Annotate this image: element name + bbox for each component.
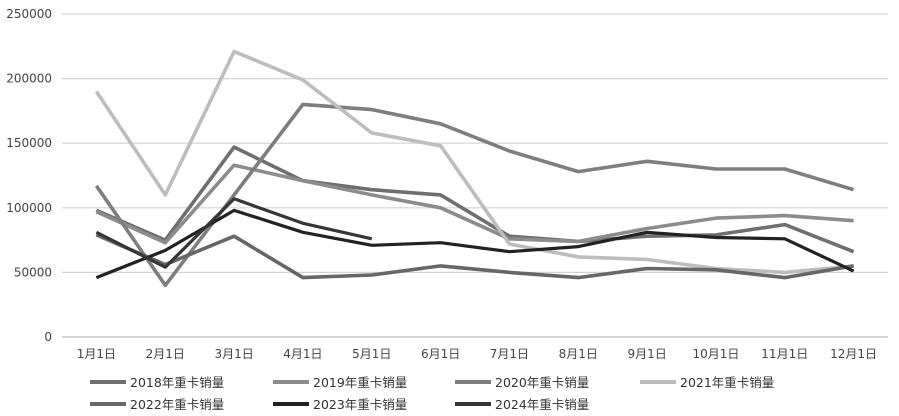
legend-item-2023: 2023年重卡销量: [273, 394, 407, 413]
legend-label: 2020年重卡销量: [495, 375, 590, 390]
legend-swatch: [640, 379, 676, 384]
legend-swatch: [273, 379, 309, 384]
x-tick-label: 3月1日: [214, 347, 253, 361]
legend-label: 2018年重卡销量: [130, 375, 225, 390]
legend-label: 2022年重卡销量: [130, 397, 225, 412]
x-tick-label: 12月1日: [830, 347, 877, 361]
x-tick-label: 7月1日: [490, 347, 529, 361]
legend-item-2024: 2024年重卡销量: [455, 394, 589, 413]
legend-item-2021: 2021年重卡销量: [640, 372, 774, 391]
series-line-2023年重卡销量: [95, 208, 855, 280]
y-tick-label: 0: [44, 330, 52, 344]
legend-item-2020: 2020年重卡销量: [455, 372, 589, 391]
series-line-2019年重卡销量: [95, 163, 854, 245]
y-tick-label: 50000: [14, 265, 52, 279]
x-tick-label: 4月1日: [283, 347, 322, 361]
legend-item-2018: 2018年重卡销量: [90, 372, 224, 391]
legend-label: 2021年重卡销量: [680, 375, 775, 390]
legend-swatch: [90, 379, 126, 384]
legend-label: 2019年重卡销量: [313, 375, 408, 390]
y-tick-label: 100000: [6, 201, 52, 215]
x-tick-label: 2月1日: [146, 347, 185, 361]
legend-swatch: [273, 401, 309, 406]
legend-label: 2023年重卡销量: [313, 397, 408, 412]
y-tick-label: 200000: [6, 72, 52, 86]
legend-swatch: [90, 401, 126, 406]
series-line-2021年重卡销量: [94, 49, 854, 275]
x-tick-label: 9月1日: [627, 347, 666, 361]
x-tick-label: 6月1日: [421, 347, 460, 361]
legend-item-2022: 2022年重卡销量: [90, 394, 224, 413]
series-line-2022年重卡销量: [95, 233, 854, 280]
legend-swatch: [455, 401, 491, 406]
x-tick-label: 8月1日: [559, 347, 598, 361]
x-tick-label: 11月1日: [761, 347, 808, 361]
x-tick-label: 10月1日: [692, 347, 739, 361]
legend-label: 2024年重卡销量: [495, 397, 590, 412]
legend-item-2019: 2019年重卡销量: [273, 372, 407, 391]
x-tick-label: 1月1日: [77, 347, 116, 361]
y-tick-label: 150000: [6, 136, 52, 150]
x-tick-label: 5月1日: [352, 347, 391, 361]
y-tick-label: 250000: [6, 7, 52, 21]
series-line-2018年重卡销量: [95, 145, 855, 254]
legend-swatch: [455, 379, 491, 384]
